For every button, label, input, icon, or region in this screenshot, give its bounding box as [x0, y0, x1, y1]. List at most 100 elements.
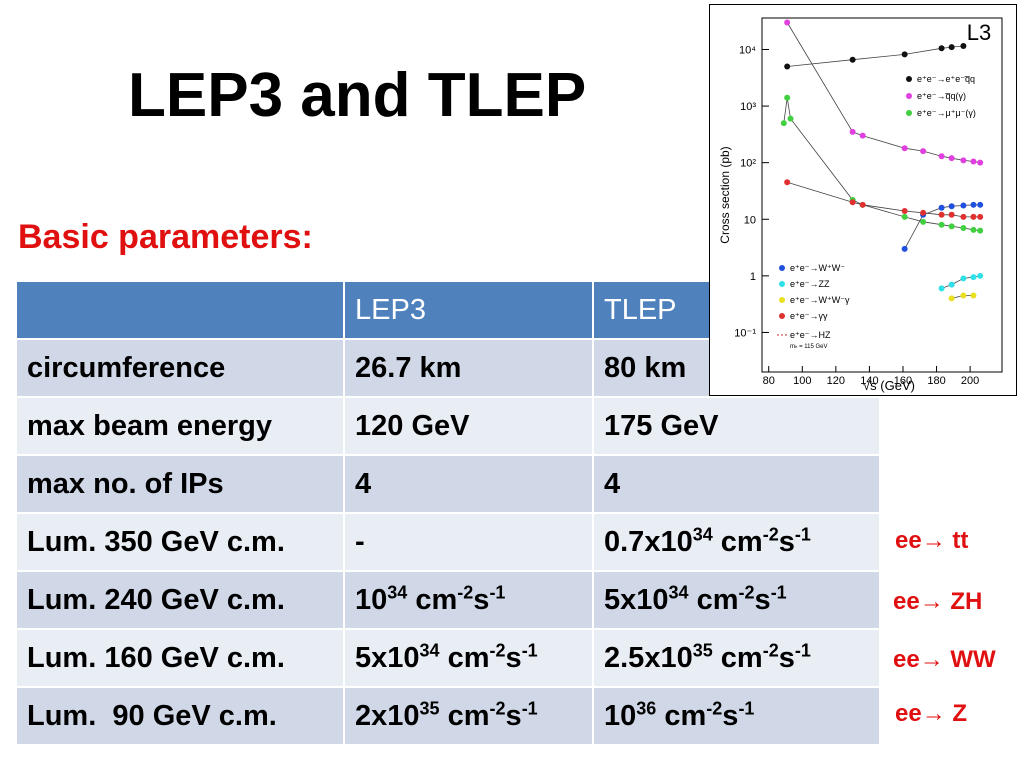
y-tick-label: 10³: [740, 101, 756, 113]
annotation: ee→ Z: [895, 700, 968, 727]
annotation: ee→ ZH: [893, 588, 983, 615]
cell-text: LEP3: [355, 293, 426, 326]
data-point: [977, 227, 984, 234]
data-point: [920, 218, 927, 225]
table-row: Lum. 240 GeV c.m. 1034 cm-2s-1 5x1034 cm-2…: [15, 570, 881, 630]
y-tick-label: 1: [750, 271, 756, 283]
table-cell: Lum. 240 GeV c.m.: [15, 570, 345, 630]
data-point: [938, 285, 945, 292]
data-point: [960, 292, 967, 299]
y-axis-label: Cross section (pb): [718, 146, 732, 243]
cell-text: -: [355, 525, 365, 558]
cell-text: 2x10: [355, 699, 420, 732]
cell-text: max beam energy: [27, 409, 273, 442]
superscript: 34: [387, 581, 408, 602]
legend-entry: e⁺e⁻→ZZ: [790, 279, 830, 289]
data-point: [960, 43, 967, 50]
cell-text: 175 GeV: [604, 409, 719, 442]
cell-text: 4: [355, 467, 372, 500]
data-point: [920, 148, 927, 155]
legend-entry: e⁺e⁻→γγ: [790, 311, 828, 321]
table-cell: max beam energy: [15, 396, 345, 456]
table-cell: 120 GeV: [343, 396, 594, 456]
data-point: [787, 115, 794, 122]
data-point: [938, 153, 945, 160]
superscript: -2: [457, 581, 474, 602]
legend-marker: [779, 297, 785, 303]
y-tick-label: 10⁴: [739, 44, 756, 56]
table-cell: max no. of IPs: [15, 454, 345, 514]
data-point: [948, 203, 955, 210]
cell-text: 5x10: [355, 641, 420, 674]
table-cell: 1036 cm-2s-1: [592, 686, 881, 746]
legend-entry: e⁺e⁻→W⁺W⁻γ: [790, 295, 850, 305]
table-cell: Lum. 350 GeV c.m.: [15, 512, 345, 572]
superscript: -1: [794, 639, 811, 660]
table-cell: Lum. 90 GeV c.m.: [15, 686, 345, 746]
data-point: [977, 272, 984, 279]
superscript: -2: [762, 523, 779, 544]
cell-text: s: [473, 583, 490, 616]
data-point: [970, 201, 977, 208]
table-cell: [15, 280, 345, 340]
legend-entry: e⁺e⁻→e⁺e⁻q̅q: [917, 74, 975, 84]
data-point: [784, 179, 791, 186]
superscript: 36: [636, 697, 657, 718]
superscript: -2: [762, 639, 779, 660]
cross-section-plot: 80 100 120 140 160 180 200 10⁻¹ 1 10 10² 10³ 10⁴ √s (…: [709, 4, 1017, 396]
table-cell: Lum. 160 GeV c.m.: [15, 628, 345, 688]
x-tick-label: 100: [793, 375, 811, 387]
table-row: circumference 26.7 km 80 km: [15, 338, 881, 398]
data-point: [920, 209, 927, 216]
superscript: -1: [770, 581, 787, 602]
cell-text: 10: [355, 583, 388, 616]
superscript: 35: [692, 639, 713, 660]
table-cell: -: [343, 512, 594, 572]
cell-text: cm: [439, 699, 490, 732]
data-point: [859, 201, 866, 208]
y-tick-label: 10: [744, 214, 756, 226]
cell-text: 4: [604, 467, 621, 500]
data-point: [970, 213, 977, 220]
data-point: [849, 199, 856, 206]
x-tick-label: 120: [827, 375, 845, 387]
table-row: max beam energy 120 GeV 175 GeV: [15, 396, 881, 456]
cell-text: s: [722, 699, 739, 732]
theory-curve: [786, 22, 981, 164]
cell-text: circumference: [27, 351, 226, 384]
legend-note: mₕ = 115 GeV: [790, 344, 828, 350]
cell-text: s: [505, 699, 522, 732]
superscript: 35: [419, 697, 440, 718]
cell-text: 120 GeV: [355, 409, 470, 442]
cell-text: 0.7x10: [604, 525, 693, 558]
annotation: ee→ WW: [893, 646, 996, 673]
data-point: [960, 225, 967, 232]
y-tick-label: 10⁻¹: [734, 327, 756, 339]
superscript: 34: [668, 581, 689, 602]
x-tick-label: 200: [961, 375, 979, 387]
data-point: [960, 202, 967, 209]
superscript: -1: [521, 639, 538, 660]
data-point: [901, 145, 908, 152]
table-cell: 5x1034 cm-2s-1: [343, 628, 594, 688]
data-point: [960, 157, 967, 164]
table-cell: 0.7x1034 cm-2s-1: [592, 512, 881, 572]
cell-text: s: [754, 583, 771, 616]
superscript: -2: [489, 639, 506, 660]
table-cell: 2.5x1035 cm-2s-1: [592, 628, 881, 688]
data-point: [977, 201, 984, 208]
cell-text: Lum. 90 GeV c.m.: [27, 699, 277, 732]
data-point: [948, 281, 955, 288]
data-point: [901, 51, 908, 58]
data-point: [938, 221, 945, 228]
data-point: [977, 159, 984, 166]
superscript: -2: [706, 697, 723, 718]
cell-text: cm: [407, 583, 458, 616]
table-cell: 175 GeV: [592, 396, 881, 456]
cell-text: Lum. 240 GeV c.m.: [27, 583, 285, 616]
cell-text: max no. of IPs: [27, 467, 224, 500]
data-point: [960, 275, 967, 282]
superscript: -2: [489, 697, 506, 718]
data-point: [784, 19, 791, 26]
